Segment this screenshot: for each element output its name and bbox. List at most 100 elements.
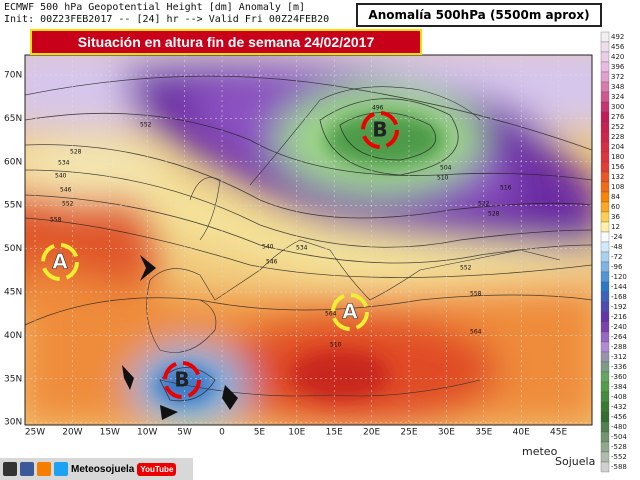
lon-label: 45E (550, 428, 567, 438)
center-ring (163, 361, 201, 399)
contour-label: 510 (330, 342, 342, 349)
colorbar-label: -588 (611, 463, 627, 471)
colorbar-cell (600, 371, 610, 383)
banner: Situación en altura fin de semana 24/02/… (30, 29, 422, 55)
map-frame (24, 54, 593, 426)
colorbar-label: -552 (611, 453, 627, 461)
colorbar-cell (600, 361, 610, 373)
colorbar-cell (600, 81, 610, 93)
colorbar-label: 180 (611, 153, 624, 161)
lon-label: 5E (254, 428, 266, 438)
colorbar-cell (600, 431, 610, 443)
colorbar-cell (600, 291, 610, 303)
colorbar-label: 276 (611, 113, 625, 121)
colorbar-cell (600, 311, 610, 323)
colorbar-label: -336 (611, 363, 627, 371)
contour-label: 558 (470, 291, 482, 298)
contour-label: 552 (460, 265, 472, 272)
contour-label: 522 (478, 201, 490, 208)
icon[interactable] (3, 462, 17, 476)
lon-label: 20E (363, 428, 380, 438)
colorbar-cell (600, 201, 610, 213)
colorbar-cell (600, 391, 610, 403)
colorbar-cell (600, 41, 610, 53)
lat-label: 45N (4, 288, 22, 298)
center-label: A (342, 300, 358, 324)
colorbar-label: 36 (611, 213, 620, 221)
colorbar-label: 204 (611, 143, 625, 151)
icon[interactable] (20, 462, 34, 476)
colorbar-label: 252 (611, 123, 624, 131)
box-title: Anomalía 500hPa (5500m aprox) (356, 3, 602, 27)
colorbar-cell (600, 261, 610, 273)
colorbar-label: -264 (611, 333, 627, 341)
init-line: Init: 00Z23FEB2017 -- [24] hr --> Valid … (4, 14, 330, 25)
colorbar-label: -480 (611, 423, 627, 431)
watermark: meteo (522, 445, 558, 458)
colorbar-cell (600, 161, 610, 173)
icon[interactable] (37, 462, 51, 476)
colorbar-cell (600, 411, 610, 423)
colorbar-label: 60 (611, 203, 620, 211)
colorbar-cell (600, 111, 610, 123)
colorbar-label: 12 (611, 223, 620, 231)
lon-label: 10E (288, 428, 305, 438)
youtube[interactable]: YouTube (137, 462, 177, 476)
contour-label: 558 (50, 217, 62, 224)
colorbar-label: -48 (611, 243, 622, 251)
colorbar-label: 372 (611, 73, 624, 81)
lon-label: 15W (100, 428, 120, 438)
colorbar-label: 348 (611, 83, 624, 91)
brand[interactable]: Meteosojuela (71, 463, 135, 475)
icon[interactable] (54, 462, 68, 476)
colorbar-label: 84 (611, 193, 620, 201)
colorbar-cell (600, 31, 610, 43)
center-label: B (372, 118, 387, 142)
lat-label: 70N (4, 71, 22, 81)
colorbar-cell (600, 131, 610, 143)
contour-label: 510 (437, 175, 449, 182)
center-label: B (174, 368, 189, 392)
colorbar-cell (600, 221, 610, 233)
colorbar-cell (600, 191, 610, 203)
colorbar-cell (600, 401, 610, 413)
lon-label: 15E (326, 428, 343, 438)
colorbar-cell (600, 281, 610, 293)
anomaly-field (25, 55, 592, 425)
colorbar-label: -216 (611, 313, 627, 321)
colorbar-cell (600, 251, 610, 263)
contour-label: 564 (325, 311, 337, 318)
contour-label: 528 (70, 149, 82, 156)
colorbar-label: -528 (611, 443, 627, 451)
colorbar-label: 324 (611, 93, 625, 101)
contour-label: 496 (372, 105, 384, 112)
watermark: Sojuela (555, 455, 595, 468)
contour-label: 504 (440, 165, 452, 172)
colorbar-label: 300 (611, 103, 624, 111)
colorbar-cell (600, 61, 610, 73)
contour-label: 528 (488, 211, 500, 218)
colorbar-cell (600, 441, 610, 453)
contour-label: 546 (266, 259, 278, 266)
colorbar-cell (600, 171, 610, 183)
lon-label: 10W (137, 428, 157, 438)
contour-label: 534 (58, 160, 70, 167)
contour-label: 516 (500, 185, 512, 192)
colorbar-cell (600, 381, 610, 393)
colorbar-label: -24 (611, 233, 623, 241)
lon-label: 25E (400, 428, 417, 438)
colorbar-cell (600, 91, 610, 103)
lon-label: 30E (438, 428, 455, 438)
colorbar-cell (600, 121, 610, 133)
colorbar-label: -504 (611, 433, 627, 441)
lon-label: 5W (177, 428, 192, 438)
colorbar-label: -96 (611, 263, 623, 271)
colorbar-cell (600, 101, 610, 113)
contour-label: 540 (262, 244, 274, 251)
colorbar-label: -144 (611, 283, 627, 291)
lat-label: 30N (4, 418, 22, 428)
colorbar-cell (600, 331, 610, 343)
lat-label: 60N (4, 157, 22, 167)
colorbar-label: -384 (611, 383, 627, 391)
colorbar-label: -432 (611, 403, 627, 411)
